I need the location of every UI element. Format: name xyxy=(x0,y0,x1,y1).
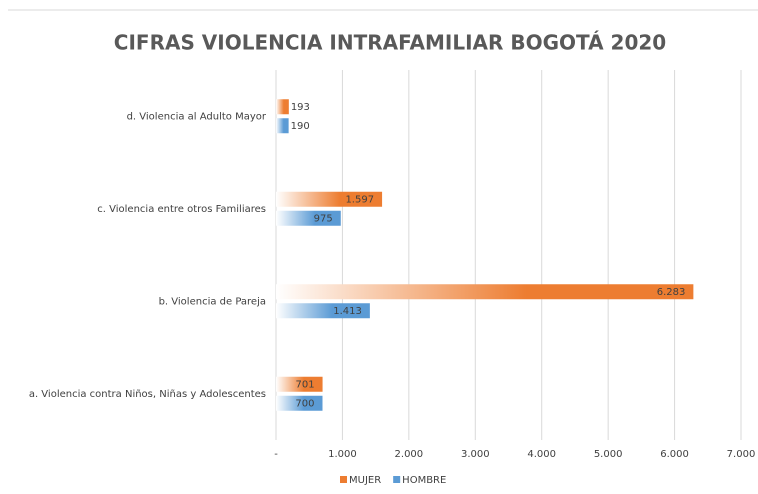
bar xyxy=(276,303,370,319)
data-label: 193 xyxy=(291,102,310,113)
x-tick-label: 1.000 xyxy=(328,449,357,460)
x-tick-label: 2.000 xyxy=(395,449,424,460)
x-tick-label: 6.000 xyxy=(660,449,689,460)
data-label: 975 xyxy=(314,213,333,224)
bar xyxy=(276,284,694,300)
data-label: 701 xyxy=(295,379,314,390)
data-label: 1.597 xyxy=(345,194,374,205)
legend-swatch xyxy=(393,476,401,483)
x-tick-label: 7.000 xyxy=(727,449,756,460)
bar xyxy=(276,191,383,207)
x-tick-label: - xyxy=(274,449,278,460)
y-tick-label: a. Violencia contra Niños, Niñas y Adole… xyxy=(29,389,266,400)
y-tick-label: d. Violencia al Adulto Mayor xyxy=(127,111,267,122)
x-tick-label: 4.000 xyxy=(527,449,556,460)
bar xyxy=(276,210,341,226)
data-label: 1.413 xyxy=(333,306,362,317)
data-label: 6.283 xyxy=(657,287,686,298)
data-label: 700 xyxy=(295,398,314,409)
bar xyxy=(276,395,323,411)
bar xyxy=(276,376,323,392)
y-tick-label: b. Violencia de Pareja xyxy=(159,296,266,307)
legend-label: MUJER xyxy=(349,475,381,486)
legend-label: HOMBRE xyxy=(402,475,446,486)
x-tick-label: 5.000 xyxy=(594,449,623,460)
data-label: 190 xyxy=(291,121,310,132)
x-tick-label: 3.000 xyxy=(461,449,490,460)
chart-title: CIFRAS VIOLENCIA INTRAFAMILIAR BOGOTÁ 20… xyxy=(114,31,666,55)
legend-swatch xyxy=(340,476,347,483)
y-tick-label: c. Violencia entre otros Familiares xyxy=(97,204,266,215)
bar xyxy=(276,118,289,134)
bar xyxy=(276,99,289,115)
